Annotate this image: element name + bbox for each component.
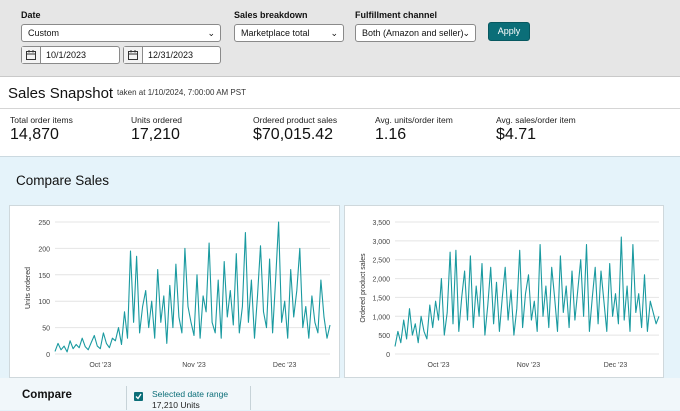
- snapshot-header: Sales Snapshot taken at 1/10/2024, 7:00:…: [0, 78, 680, 109]
- y-tick-label: 0: [386, 352, 390, 359]
- calendar-icon[interactable]: [124, 47, 143, 63]
- y-tick-label: 1,000: [372, 314, 390, 321]
- y-tick-label: 150: [38, 273, 50, 280]
- chevron-down-icon: ⌄: [330, 28, 338, 38]
- metric-total-order-items: Total order items 14,870: [10, 115, 73, 144]
- metric-value: 1.16: [375, 126, 407, 143]
- end-date-value: 12/31/2023: [148, 50, 194, 60]
- metric-label: Total order items: [10, 115, 73, 125]
- y-tick-label: 2,500: [372, 258, 390, 265]
- x-tick-label: Dec '23: [273, 362, 297, 369]
- start-date-value: 10/1/2023: [46, 50, 87, 60]
- selected-range-label: Selected date range: [152, 389, 229, 399]
- selected-range-checkbox[interactable]: [134, 392, 143, 401]
- compare-sales-section: Compare Sales 0 50 100 150 200 250 Oct '23 Nov …: [0, 156, 680, 411]
- date-select-value: Custom: [28, 28, 60, 38]
- metric-value: $4.71: [496, 126, 537, 143]
- ordered-product-sales-chart: 0 500 1,000 1,500 2,000 2,500 3,000 3,500 Oct '2…: [344, 205, 664, 378]
- apply-button[interactable]: Apply: [488, 22, 530, 41]
- units-ordered-chart-svg: 0 50 100 150 200 250 Oct '23 Nov '23 Dec '23 Unit…: [25, 220, 331, 369]
- start-date-input[interactable]: 10/1/2023: [21, 46, 120, 64]
- date-select[interactable]: Custom ⌄: [21, 24, 221, 42]
- metric-value: $70,015.42: [253, 126, 334, 143]
- series-line: [54, 221, 331, 353]
- y-tick-label: 1,500: [372, 295, 390, 302]
- series-line: [394, 236, 660, 347]
- fulfillment-select-value: Both (Amazon and seller): [362, 28, 464, 38]
- metric-label: Ordered product sales: [253, 115, 338, 125]
- divider: [126, 386, 127, 410]
- metric-ordered-product-sales: Ordered product sales $70,015.42: [253, 115, 337, 144]
- breakdown-select-value: Marketplace total: [241, 28, 310, 38]
- breakdown-label: Sales breakdown: [234, 10, 308, 20]
- metric-avg-sales-per-order-item: Avg. sales/order item $4.71: [496, 115, 576, 144]
- x-tick-label: Nov '23: [182, 362, 206, 369]
- snapshot-metrics: Total order items 14,870 Units ordered 1…: [0, 109, 680, 155]
- chevron-down-icon: ⌄: [462, 28, 470, 38]
- breakdown-select[interactable]: Marketplace total ⌄: [234, 24, 344, 42]
- x-tick-label: Nov '23: [517, 362, 541, 369]
- y-tick-label: 3,500: [372, 220, 390, 227]
- filter-bar: Date Custom ⌄ 10/1/2023 12/31/2023 Sales…: [0, 0, 680, 77]
- fulfillment-select[interactable]: Both (Amazon and seller) ⌄: [355, 24, 476, 42]
- y-tick-label: 500: [378, 333, 390, 340]
- metric-avg-units-per-order-item: Avg. units/order item 1.16: [375, 115, 453, 144]
- calendar-icon[interactable]: [22, 47, 41, 63]
- chevron-down-icon: ⌄: [207, 28, 215, 38]
- metric-label: Avg. sales/order item: [496, 115, 576, 125]
- snapshot-timestamp: taken at 1/10/2024, 7:00:00 AM PST: [117, 88, 246, 97]
- x-tick-label: Oct '23: [89, 362, 111, 369]
- divider: [250, 386, 251, 410]
- y-tick-label: 0: [46, 352, 50, 359]
- y-tick-label: 50: [42, 326, 50, 333]
- compare-label: Compare: [22, 389, 72, 401]
- metric-label: Avg. units/order item: [375, 115, 453, 125]
- x-tick-label: Oct '23: [428, 362, 450, 369]
- y-axis-label: Units ordered: [25, 267, 32, 309]
- date-label: Date: [21, 10, 41, 20]
- x-tick-label: Dec '23: [604, 362, 628, 369]
- end-date-input[interactable]: 12/31/2023: [123, 46, 221, 64]
- y-tick-label: 3,000: [372, 239, 390, 246]
- compare-legend-bar: Compare Selected date range 17,210 Units: [0, 378, 680, 410]
- compare-sales-title: Compare Sales: [16, 173, 110, 188]
- y-tick-label: 250: [38, 220, 50, 227]
- fulfillment-label: Fulfillment channel: [355, 10, 438, 20]
- metric-value: 17,210: [131, 126, 180, 143]
- y-axis-label: Ordered product sales: [360, 253, 367, 323]
- metric-units-ordered: Units ordered 17,210: [131, 115, 182, 144]
- y-tick-label: 100: [38, 299, 50, 306]
- selected-range-units: 17,210 Units: [152, 400, 200, 410]
- y-tick-label: 200: [38, 246, 50, 253]
- y-tick-label: 2,000: [372, 277, 390, 284]
- metric-label: Units ordered: [131, 115, 183, 125]
- ordered-product-sales-chart-svg: 0 500 1,000 1,500 2,000 2,500 3,000 3,500 Oct '2…: [360, 220, 660, 369]
- metric-value: 14,870: [10, 126, 59, 143]
- snapshot-title: Sales Snapshot: [8, 85, 114, 102]
- units-ordered-chart: 0 50 100 150 200 250 Oct '23 Nov '23 Dec '23 Unit…: [9, 205, 340, 378]
